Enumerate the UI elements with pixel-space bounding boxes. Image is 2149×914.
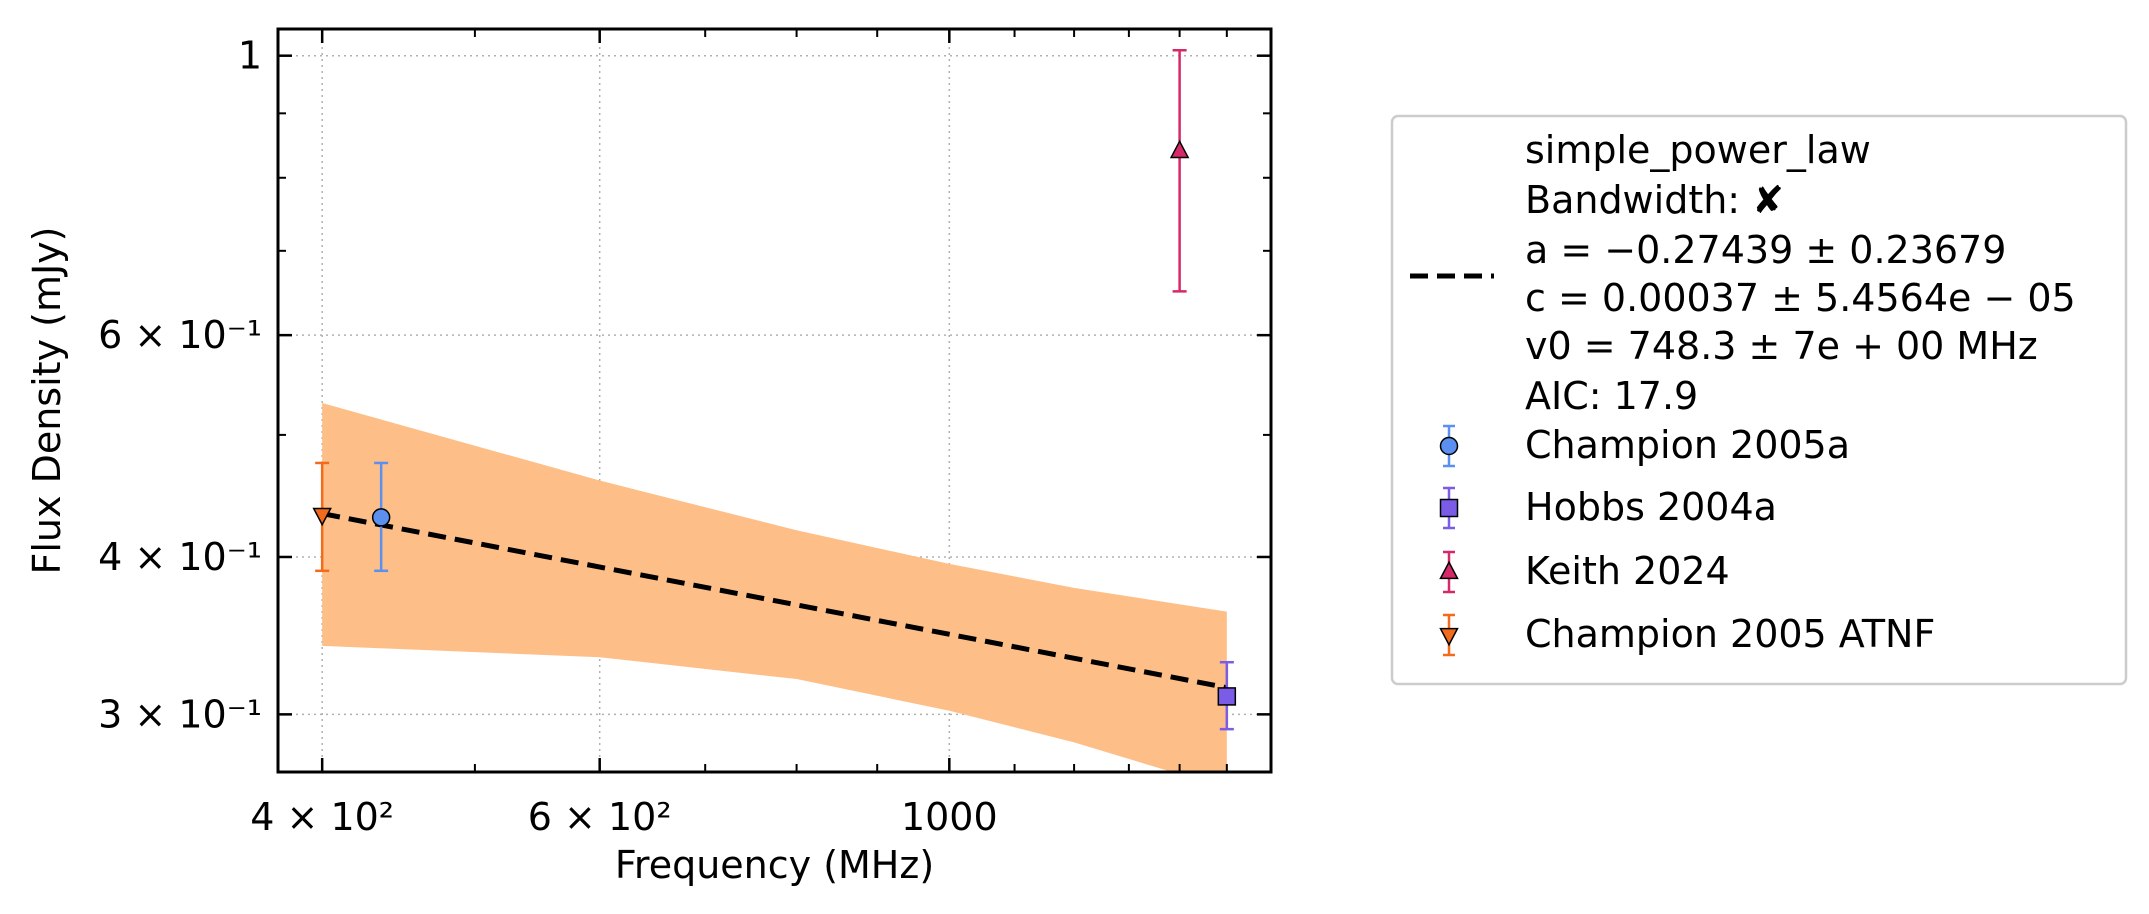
confidence-band-layer (322, 403, 1227, 772)
legend-param-v0: v0 = 748.3 ± 7e + 00 MHz (1525, 324, 2038, 368)
x-axis-label: Frequency (MHz) (615, 843, 934, 887)
x-tick-label: 1000 (901, 795, 998, 839)
axis-ticks-layer: 4 × 10² 6 × 10² 1000 3 × 10⁻¹ 4 × 10⁻¹ 6 × 10… (98, 29, 1271, 839)
bandwidth-cross-icon: ✘ (1752, 178, 1784, 222)
legend-bandwidth-label: Bandwidth: ✘ (1525, 178, 1784, 222)
y-tick-label: 1 (238, 34, 262, 78)
legend-series-entries: Champion 2005a Hobbs 2004a Keith 2024 Champ… (1439, 423, 1935, 657)
legend-param-a: a = −0.27439 ± 0.23679 (1525, 228, 2006, 272)
y-tick-label: 6 × 10⁻¹ (98, 313, 262, 357)
bandwidth-text: Bandwidth: (1525, 178, 1740, 222)
confidence-band (322, 403, 1227, 772)
fit-line-layer (321, 511, 1228, 691)
plot-frame (276, 27, 1273, 774)
legend-box (1390, 114, 2128, 686)
legend-series-label: Champion 2005a (1525, 423, 1850, 467)
y-tick-label: 4 × 10⁻¹ (98, 535, 262, 579)
y-tick-label: 3 × 10⁻¹ (98, 692, 262, 736)
legend-fit-model: simple_power_law (1525, 128, 1871, 172)
legend-param-c: c = 0.00037 ± 5.4564e − 05 (1525, 276, 2076, 320)
legend-series-label: Champion 2005 ATNF (1525, 612, 1935, 656)
legend-series-label: Keith 2024 (1525, 549, 1730, 593)
x-tick-label: 6 × 10² (528, 795, 672, 839)
legend-marker (1439, 498, 1459, 518)
legend-marker (1439, 560, 1459, 580)
legend-marker (1439, 436, 1459, 456)
data-points-layer (312, 48, 1237, 731)
y-axis-label: Flux Density (mJy) (25, 227, 69, 575)
data-point-marker (312, 507, 332, 527)
legend-marker (1439, 627, 1459, 647)
legend-aic: AIC: 17.9 (1525, 374, 1698, 418)
data-point-marker (1169, 139, 1190, 159)
data-point-marker (1217, 687, 1237, 706)
data-point-marker (371, 508, 391, 527)
x-tick-label: 4 × 10² (250, 795, 394, 839)
fit-line (321, 511, 1228, 691)
legend: simple_power_law Bandwidth: ✘ a = −0.2743… (1390, 114, 2128, 686)
legend-series-label: Hobbs 2004a (1525, 485, 1777, 529)
